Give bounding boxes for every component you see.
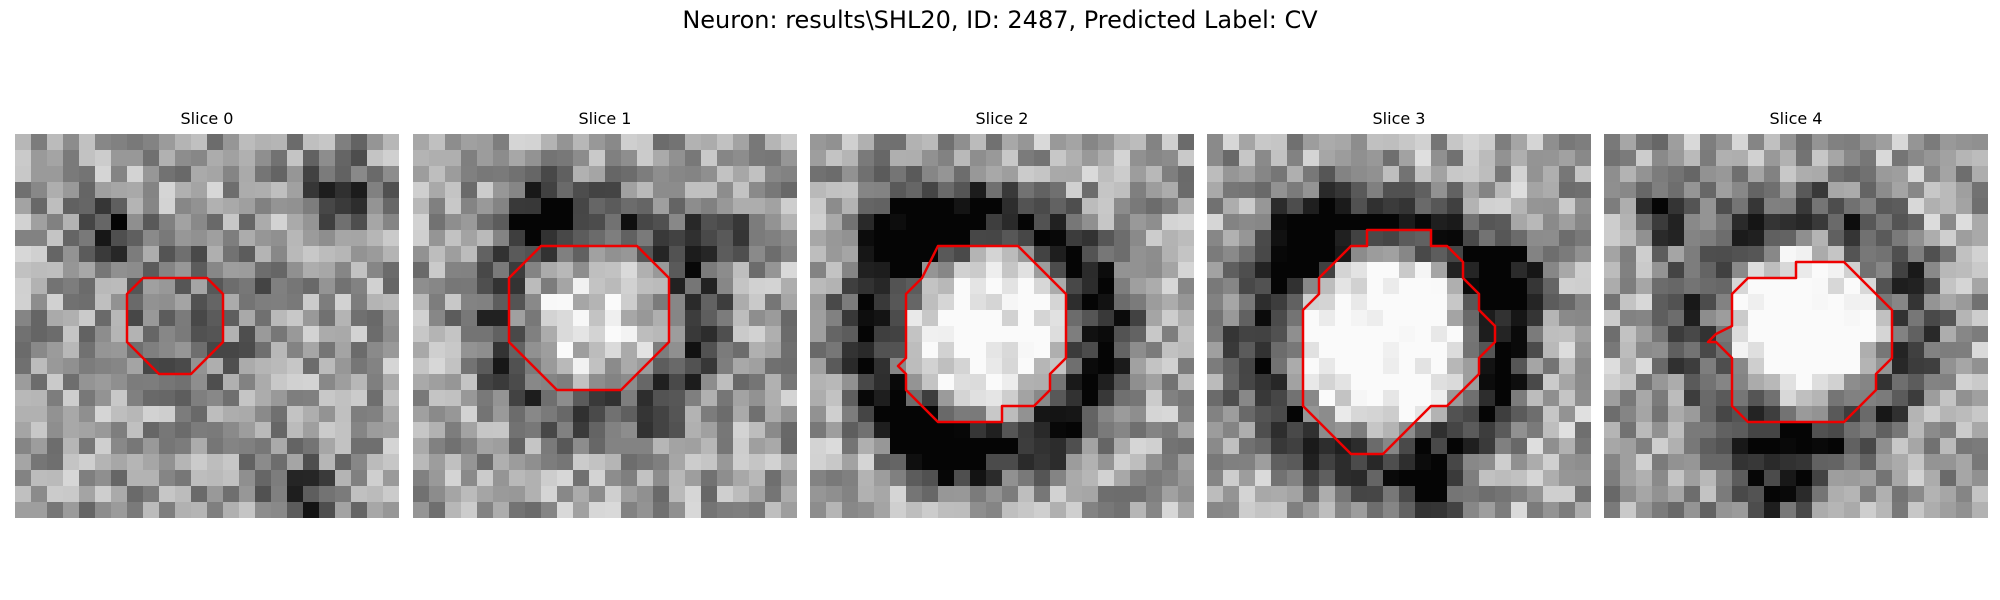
roi-contour	[507, 244, 671, 392]
roi-contour	[1706, 260, 1894, 424]
pixel-grid	[1604, 134, 1988, 518]
slice-panel-2: Slice 2	[810, 108, 1194, 518]
slice-title-4: Slice 4	[1769, 109, 1823, 128]
slice-panel-3: Slice 3	[1207, 108, 1591, 518]
pixel-grid	[1207, 134, 1591, 518]
slice-title-2: Slice 2	[975, 109, 1029, 128]
slice-image-4	[1604, 134, 1988, 518]
slice-panel-4: Slice 4	[1604, 108, 1988, 518]
slice-panel-1: Slice 1	[413, 108, 797, 518]
slice-image-2	[810, 134, 1194, 518]
slice-title-3: Slice 3	[1372, 109, 1426, 128]
roi-contour	[1301, 228, 1497, 456]
slice-image-1	[413, 134, 797, 518]
pixel-grid	[15, 134, 399, 518]
roi-contour	[125, 276, 225, 376]
figure-title: Neuron: results\SHL20, ID: 2487, Predict…	[682, 6, 1318, 34]
slice-image-3	[1207, 134, 1591, 518]
slice-title-1: Slice 1	[578, 109, 632, 128]
pixel-grid	[413, 134, 797, 518]
slice-title-0: Slice 0	[180, 109, 234, 128]
slice-image-0	[15, 134, 399, 518]
pixel-grid	[810, 134, 1194, 518]
slice-panel-0: Slice 0	[15, 108, 399, 518]
roi-contour	[896, 244, 1068, 424]
